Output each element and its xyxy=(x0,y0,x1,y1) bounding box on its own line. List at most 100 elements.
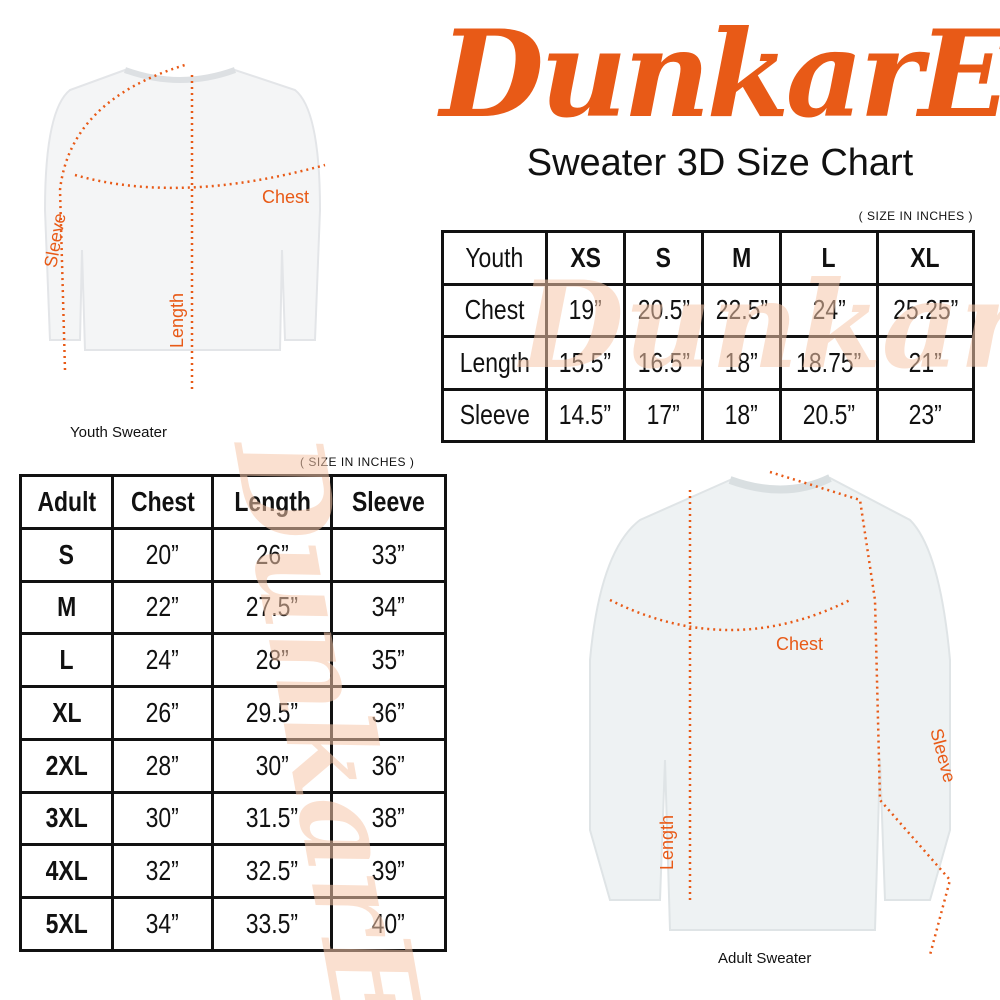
cell-text: Length xyxy=(234,485,311,517)
table-cell: 20.5” xyxy=(622,282,705,338)
cell-text: 30” xyxy=(255,749,289,781)
cell-text: 3XL xyxy=(45,802,88,834)
cell-text: 34” xyxy=(372,591,406,623)
table-cell: 36” xyxy=(330,737,447,794)
cell-text: Adult xyxy=(37,485,96,517)
table-cell: 39” xyxy=(330,843,447,900)
youth-sweater-illustration xyxy=(43,63,326,390)
table-row: Length 15.5” 16.5” 18” 18.75” 21” xyxy=(441,335,976,391)
cell-text: 33.5” xyxy=(246,908,299,940)
table-cell: M xyxy=(18,579,115,636)
cell-text: 15.5” xyxy=(559,346,612,378)
cell-text: 22” xyxy=(146,591,180,623)
table-cell: 26” xyxy=(211,526,334,583)
adult-chest-label: Chest xyxy=(776,634,824,654)
cell-text: XL xyxy=(51,696,82,728)
table-cell: Chest xyxy=(441,282,548,338)
table-cell: 23” xyxy=(875,387,976,443)
table-cell: 20.5” xyxy=(779,387,879,443)
cell-text: 32” xyxy=(146,855,180,887)
cell-text: Chest xyxy=(464,294,525,326)
youth-length-label: Length xyxy=(167,292,188,349)
table-cell: 40” xyxy=(330,896,447,952)
cell-text: 16.5” xyxy=(637,346,690,378)
table-cell: 33.5” xyxy=(211,896,334,952)
cell-text: 18” xyxy=(725,399,759,431)
cell-text: L xyxy=(59,644,74,676)
cell-text: 34” xyxy=(146,908,180,940)
cell-text: 4XL xyxy=(45,855,88,887)
table-cell: M xyxy=(701,230,783,286)
cell-text: M xyxy=(732,241,752,273)
cell-text: L xyxy=(821,241,836,273)
table-cell: L xyxy=(779,230,879,286)
cell-text: Youth xyxy=(465,241,524,273)
table-cell: XL xyxy=(875,230,976,286)
table-cell: XS xyxy=(544,230,626,286)
youth-caption: Youth Sweater xyxy=(70,424,168,441)
cell-text: 31.5” xyxy=(246,802,299,834)
table-cell: S xyxy=(622,230,705,286)
cell-text: 18” xyxy=(725,346,759,378)
table-cell: Sleeve xyxy=(330,474,447,530)
table-row: M 22” 27.5” 34” xyxy=(18,579,447,636)
table-cell: 25.25” xyxy=(875,282,976,338)
cell-text: 26” xyxy=(255,538,289,570)
table-cell: 17” xyxy=(622,387,705,443)
table-cell: 22” xyxy=(111,579,215,636)
cell-text: 32.5” xyxy=(246,855,299,887)
table-cell: 28” xyxy=(211,632,334,689)
cell-text: 25.25” xyxy=(892,294,958,326)
cell-text: 20” xyxy=(146,538,180,570)
table-cell: 14.5” xyxy=(544,387,626,443)
table-cell: 27.5” xyxy=(211,579,334,636)
cell-text: XS xyxy=(569,241,601,273)
table-cell: 16.5” xyxy=(622,335,705,391)
cell-text: 33” xyxy=(372,538,406,570)
table-cell: 33” xyxy=(330,526,447,583)
adult-sweater-illustration xyxy=(589,470,952,956)
cell-text: 24” xyxy=(812,294,846,326)
cell-text: 2XL xyxy=(45,749,88,781)
cell-text: Sleeve xyxy=(352,485,426,517)
table-cell: 28” xyxy=(111,737,215,794)
table-row: L 24” 28” 35” xyxy=(18,632,447,689)
table-row: 4XL 32” 32.5” 39” xyxy=(18,843,447,900)
table-cell: 31.5” xyxy=(211,790,334,847)
table-row: 2XL 28” 30” 36” xyxy=(18,737,447,794)
table-cell: 34” xyxy=(111,896,215,952)
cell-text: S xyxy=(58,538,75,570)
cell-text: 14.5” xyxy=(559,399,612,431)
cell-text: 21” xyxy=(908,346,942,378)
cell-text: 36” xyxy=(372,696,406,728)
table-cell: 26” xyxy=(111,685,215,741)
table-cell: 18” xyxy=(701,387,783,443)
cell-text: 38” xyxy=(372,802,406,834)
table-row: Sleeve 14.5” 17” 18” 20.5” 23” xyxy=(441,387,976,443)
table-cell: 32” xyxy=(111,843,215,900)
cell-text: 28” xyxy=(146,749,180,781)
adult-caption: Adult Sweater xyxy=(718,950,812,967)
adult-size-table: Adult Chest Length Sleeve S 20” 26” 33” M 22” 27.5… xyxy=(18,474,447,952)
cell-text: 24” xyxy=(146,644,180,676)
table-cell: 35” xyxy=(330,632,447,689)
cell-text: 20.5” xyxy=(637,294,690,326)
cell-text: 29.5” xyxy=(246,696,299,728)
table-cell: 34” xyxy=(330,579,447,636)
table-cell: 22.5” xyxy=(701,282,783,338)
table-cell: 19” xyxy=(544,282,626,338)
cell-text: 17” xyxy=(646,399,681,431)
youth-chest-label: Chest xyxy=(262,187,310,207)
table-cell: Sleeve xyxy=(441,387,548,443)
table-cell: Adult xyxy=(18,474,115,530)
table-cell: Length xyxy=(441,335,548,391)
youth-unit-note: ( SIZE IN INCHES ) xyxy=(858,209,973,223)
table-cell: 18.75” xyxy=(779,335,879,391)
youth-size-table: Youth XS S M L XL Chest 19” 20.5” 22.5” 24” 25.25” L… xyxy=(441,230,976,443)
cell-text: 30” xyxy=(146,802,180,834)
cell-text: 40” xyxy=(372,908,406,940)
cell-text: 36” xyxy=(372,749,406,781)
table-row: Chest 19” 20.5” 22.5” 24” 25.25” xyxy=(441,282,976,338)
table-cell: 32.5” xyxy=(211,843,334,900)
table-cell: 38” xyxy=(330,790,447,847)
